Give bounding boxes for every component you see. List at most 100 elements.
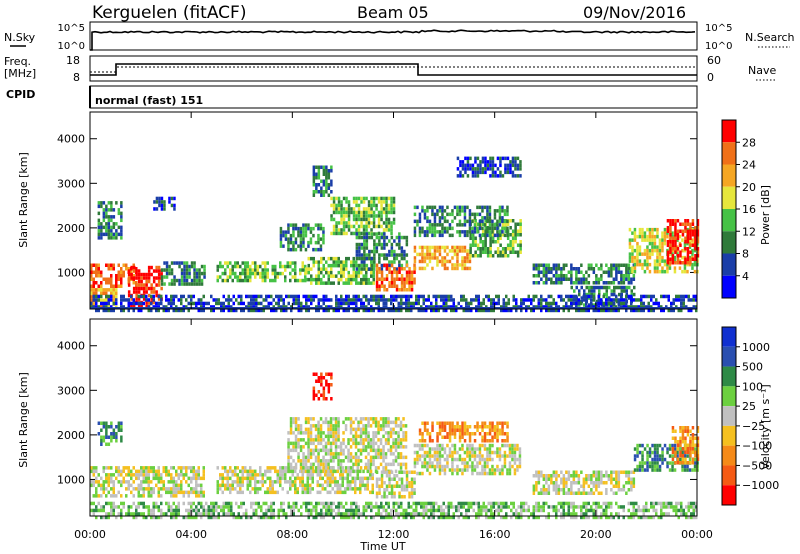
power-cell [317,169,321,173]
velocity-cell [301,473,304,477]
power-cell [442,308,445,313]
velocity-cell [112,487,115,491]
power-cell [367,281,370,285]
velocity-cell [418,432,422,436]
power-cell [302,233,305,238]
power-cell [641,227,644,232]
power-cell [580,308,583,313]
power-cell [187,294,190,299]
power-cell [557,277,561,281]
power-cell [595,299,598,304]
power-cell [292,298,295,302]
power-cell [663,241,667,246]
power-cell [95,291,98,296]
power-cell [367,203,371,208]
power-cell [417,294,420,299]
power-cell [630,294,633,299]
power-cell [97,263,100,267]
power-cell [357,228,361,232]
velocity-cell [369,473,372,477]
power-cell [632,308,635,313]
power-cell [696,222,700,226]
power-cell [481,160,485,164]
velocity-cell [152,466,155,470]
power-cell [395,235,399,240]
velocity-cell [130,476,133,481]
power-cell [537,263,541,267]
power-cell [431,245,434,250]
power-cell [393,256,396,261]
power-cell [387,228,391,232]
power-cell [496,254,500,258]
power-cell [620,298,623,302]
power-cell [694,229,697,233]
power-cell [632,274,636,278]
power-cell [158,196,161,201]
power-cell [375,301,378,306]
power-cell [378,277,381,281]
velocity-cell [366,469,369,474]
velocity-cell [219,487,222,491]
power-cell [332,224,336,229]
power-cell [516,163,520,168]
power-cell [117,225,121,230]
power-cell [387,217,391,222]
power-cell [360,221,363,225]
velocity-cell [426,432,429,436]
power-cell [468,230,472,234]
power-cell [294,240,298,245]
power-cell [575,301,578,306]
power-cell [385,301,388,306]
power-cell [388,253,391,257]
velocity-cell [361,476,364,481]
power-cell [663,231,667,235]
power-cell [689,257,692,261]
power-cell [661,245,664,249]
power-cell [453,249,457,253]
velocity-cell [117,421,121,425]
power-cell [405,305,408,309]
power-cell [130,272,133,277]
velocity-cell [402,455,405,460]
velocity-cell [105,466,108,470]
velocity-cell [451,425,454,429]
power-cell [340,298,343,302]
power-cell [122,298,125,302]
velocity-cell [431,447,434,451]
power-cell [669,250,672,254]
velocity-cell [90,469,93,474]
power-cell [220,308,223,313]
power-cell [491,254,495,258]
power-cell [377,224,381,229]
velocity-cell [274,466,277,470]
power-cell [335,294,338,299]
power-cell [588,303,591,307]
power-cell [680,301,683,306]
power-cell [335,196,338,201]
power-cell [527,294,530,299]
velocity-cell [327,434,330,439]
power-cell [617,281,621,285]
power-cell [459,160,462,164]
velocity-cell [322,445,325,449]
velocity-cell [506,421,509,425]
power-cell [222,305,225,309]
power-cell [297,244,300,248]
velocity-cell [496,439,499,443]
power-cell [358,253,361,257]
velocity-cell [402,462,405,467]
power-cell [511,233,515,237]
power-cell [279,261,282,265]
velocity-cell [281,487,284,491]
power-cell [322,237,325,241]
velocity-cell [195,487,198,491]
power-cell [684,222,687,226]
power-cell [257,294,260,299]
power-cell [667,298,670,302]
power-cell [227,301,230,306]
power-cell [514,167,517,171]
power-cell [327,308,330,313]
velocity-cell [322,386,326,390]
velocity-cell [332,417,335,421]
velocity-cell [322,455,325,460]
